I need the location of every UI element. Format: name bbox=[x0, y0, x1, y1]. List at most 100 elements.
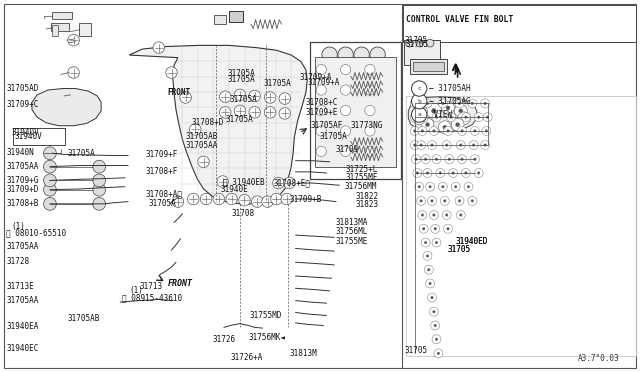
Circle shape bbox=[438, 121, 451, 134]
Circle shape bbox=[426, 103, 442, 119]
Circle shape bbox=[220, 91, 231, 102]
Circle shape bbox=[435, 338, 438, 340]
Circle shape bbox=[249, 107, 260, 118]
Circle shape bbox=[417, 196, 426, 205]
Circle shape bbox=[93, 198, 106, 210]
Circle shape bbox=[433, 214, 435, 216]
Circle shape bbox=[426, 172, 429, 174]
Circle shape bbox=[421, 118, 434, 131]
Circle shape bbox=[458, 112, 470, 125]
Text: FRONT: FRONT bbox=[168, 279, 193, 288]
Circle shape bbox=[413, 130, 416, 132]
Circle shape bbox=[421, 130, 424, 132]
Text: 31940ED: 31940ED bbox=[456, 237, 488, 246]
Bar bbox=[52, 12, 72, 19]
Circle shape bbox=[281, 193, 292, 205]
Text: 31709+E: 31709+E bbox=[306, 108, 339, 117]
Circle shape bbox=[44, 174, 56, 187]
Circle shape bbox=[198, 156, 209, 167]
Bar bbox=[229, 11, 243, 22]
Circle shape bbox=[456, 123, 460, 126]
Text: 31705A: 31705A bbox=[227, 76, 255, 84]
Circle shape bbox=[445, 214, 448, 216]
Text: 31755ME: 31755ME bbox=[335, 237, 368, 246]
Circle shape bbox=[429, 186, 431, 188]
Circle shape bbox=[461, 169, 470, 177]
Circle shape bbox=[447, 113, 456, 122]
Circle shape bbox=[437, 352, 440, 355]
Circle shape bbox=[271, 193, 282, 205]
Circle shape bbox=[406, 39, 413, 47]
Circle shape bbox=[445, 144, 448, 146]
Bar bbox=[406, 96, 636, 356]
Circle shape bbox=[316, 126, 326, 136]
Circle shape bbox=[415, 182, 424, 191]
Circle shape bbox=[447, 130, 449, 132]
Circle shape bbox=[432, 335, 441, 344]
Circle shape bbox=[44, 183, 56, 196]
Text: 31705A: 31705A bbox=[264, 79, 291, 88]
Circle shape bbox=[434, 228, 436, 230]
Text: 31705: 31705 bbox=[404, 36, 428, 45]
Circle shape bbox=[365, 105, 375, 116]
Text: 31725+L: 31725+L bbox=[346, 165, 378, 174]
Text: 31709+F: 31709+F bbox=[146, 150, 179, 159]
Circle shape bbox=[447, 228, 449, 230]
Bar bbox=[410, 59, 447, 74]
Text: 31708+A①: 31708+A① bbox=[146, 189, 183, 198]
Bar bbox=[51, 23, 69, 31]
Circle shape bbox=[316, 64, 326, 75]
Circle shape bbox=[464, 182, 473, 191]
Circle shape bbox=[431, 109, 436, 113]
Circle shape bbox=[477, 116, 480, 118]
Circle shape bbox=[153, 42, 164, 53]
Circle shape bbox=[279, 108, 291, 119]
Circle shape bbox=[365, 126, 375, 136]
Text: Ⓦ 08915-43610: Ⓦ 08915-43610 bbox=[122, 293, 182, 302]
Circle shape bbox=[262, 196, 273, 207]
Circle shape bbox=[166, 67, 177, 78]
Circle shape bbox=[410, 126, 419, 135]
Circle shape bbox=[455, 196, 464, 205]
Circle shape bbox=[338, 47, 353, 62]
Circle shape bbox=[93, 174, 106, 187]
Circle shape bbox=[340, 64, 351, 75]
Text: 31708+D: 31708+D bbox=[192, 118, 225, 126]
Text: 31709+D: 31709+D bbox=[6, 185, 39, 194]
Text: ⒱ 08010-65510: ⒱ 08010-65510 bbox=[6, 228, 67, 237]
Circle shape bbox=[213, 193, 225, 205]
Circle shape bbox=[273, 177, 284, 189]
Circle shape bbox=[452, 172, 454, 174]
Circle shape bbox=[486, 116, 489, 118]
Circle shape bbox=[410, 141, 419, 150]
Text: 31705A: 31705A bbox=[227, 69, 255, 78]
Text: 31726: 31726 bbox=[212, 335, 236, 344]
Circle shape bbox=[429, 126, 438, 135]
Circle shape bbox=[68, 67, 79, 78]
Circle shape bbox=[422, 116, 425, 118]
Circle shape bbox=[482, 126, 491, 135]
Circle shape bbox=[284, 177, 295, 189]
Circle shape bbox=[316, 105, 326, 116]
Bar bbox=[310, 42, 401, 179]
Circle shape bbox=[471, 102, 474, 105]
Text: — 31705AH: — 31705AH bbox=[429, 84, 470, 93]
Circle shape bbox=[340, 105, 351, 116]
Text: 31940N: 31940N bbox=[6, 148, 34, 157]
Circle shape bbox=[426, 102, 429, 105]
Text: 31705AA: 31705AA bbox=[186, 141, 218, 150]
Circle shape bbox=[470, 155, 479, 164]
Circle shape bbox=[462, 116, 466, 120]
Text: 31705A: 31705A bbox=[320, 132, 348, 141]
Text: 31713: 31713 bbox=[140, 282, 163, 291]
Text: 31709+G: 31709+G bbox=[6, 176, 39, 185]
Text: 31709+B: 31709+B bbox=[289, 195, 322, 203]
Circle shape bbox=[456, 211, 465, 219]
Circle shape bbox=[93, 183, 106, 196]
Circle shape bbox=[445, 155, 454, 164]
Circle shape bbox=[418, 186, 420, 188]
Circle shape bbox=[474, 158, 476, 160]
Text: 31756ML: 31756ML bbox=[335, 227, 368, 236]
Text: b: b bbox=[417, 99, 421, 104]
Bar bbox=[214, 15, 226, 24]
